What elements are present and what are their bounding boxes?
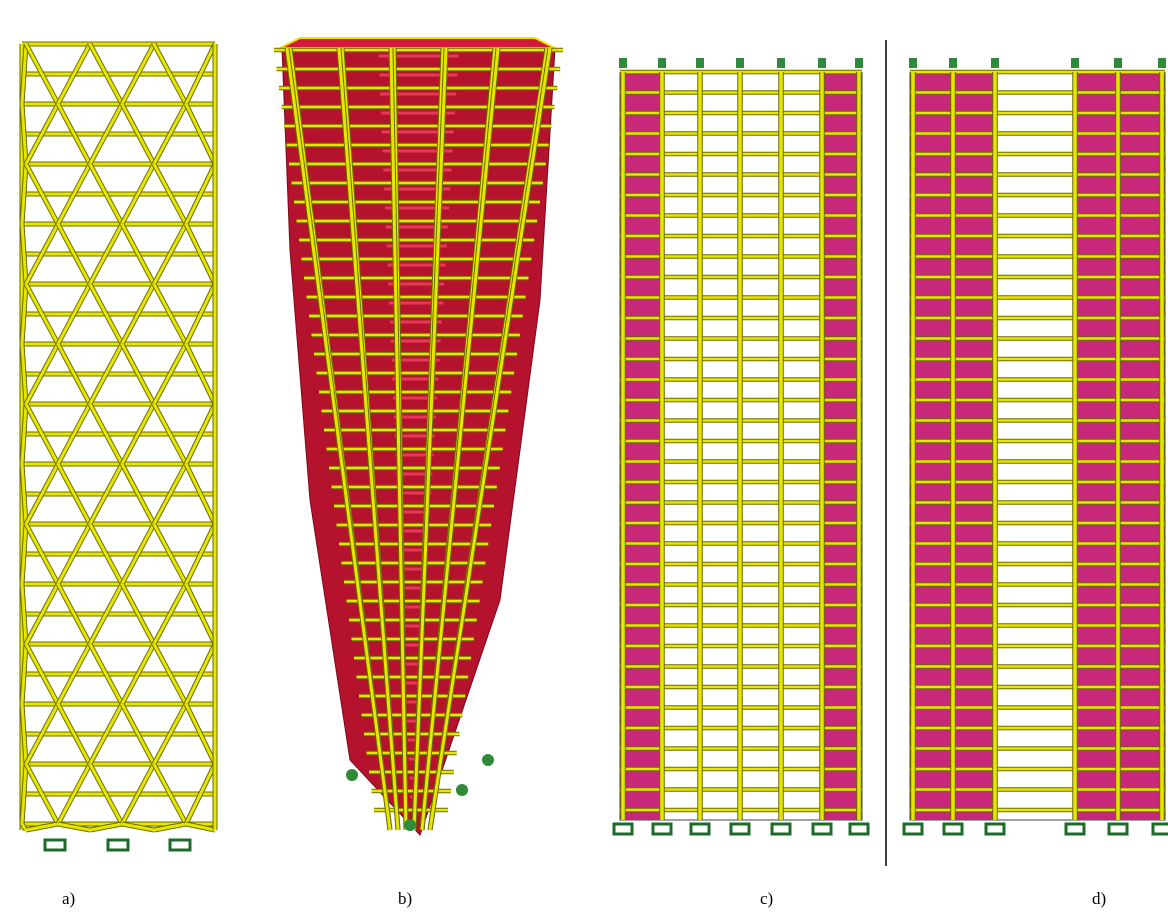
joint: [1158, 58, 1166, 68]
panel-c-elevation: [614, 58, 868, 834]
support: [850, 824, 868, 834]
joint: [1114, 58, 1122, 68]
roof-slab: [280, 38, 555, 48]
support: [731, 824, 749, 834]
support: [653, 824, 671, 834]
joint: [818, 58, 826, 68]
panel-d-elevation: [904, 58, 1168, 834]
support: [691, 824, 709, 834]
support: [904, 824, 922, 834]
support: [944, 824, 962, 834]
support: [45, 840, 65, 850]
panel-a-elevation: [22, 44, 215, 850]
joint: [949, 58, 957, 68]
support: [170, 840, 190, 850]
support: [108, 840, 128, 850]
support: [1066, 824, 1084, 834]
panel-label: d): [1092, 889, 1106, 908]
support: [1153, 824, 1168, 834]
support: [346, 769, 358, 781]
joint: [777, 58, 785, 68]
joint: [855, 58, 863, 68]
support: [986, 824, 1004, 834]
support: [482, 754, 494, 766]
figure: a) b) c) d): [0, 0, 1168, 916]
joint: [696, 58, 704, 68]
joint: [658, 58, 666, 68]
support: [456, 784, 468, 796]
panel-label: a): [62, 889, 75, 908]
joint: [736, 58, 744, 68]
joint: [991, 58, 999, 68]
joint: [909, 58, 917, 68]
joint: [1071, 58, 1079, 68]
joint: [619, 58, 627, 68]
panel-label: c): [760, 889, 773, 908]
support: [1109, 824, 1127, 834]
support: [614, 824, 632, 834]
panel-label: b): [398, 889, 412, 908]
support: [404, 819, 416, 831]
support: [772, 824, 790, 834]
panel-b-3d-model: [274, 38, 563, 835]
support: [813, 824, 831, 834]
